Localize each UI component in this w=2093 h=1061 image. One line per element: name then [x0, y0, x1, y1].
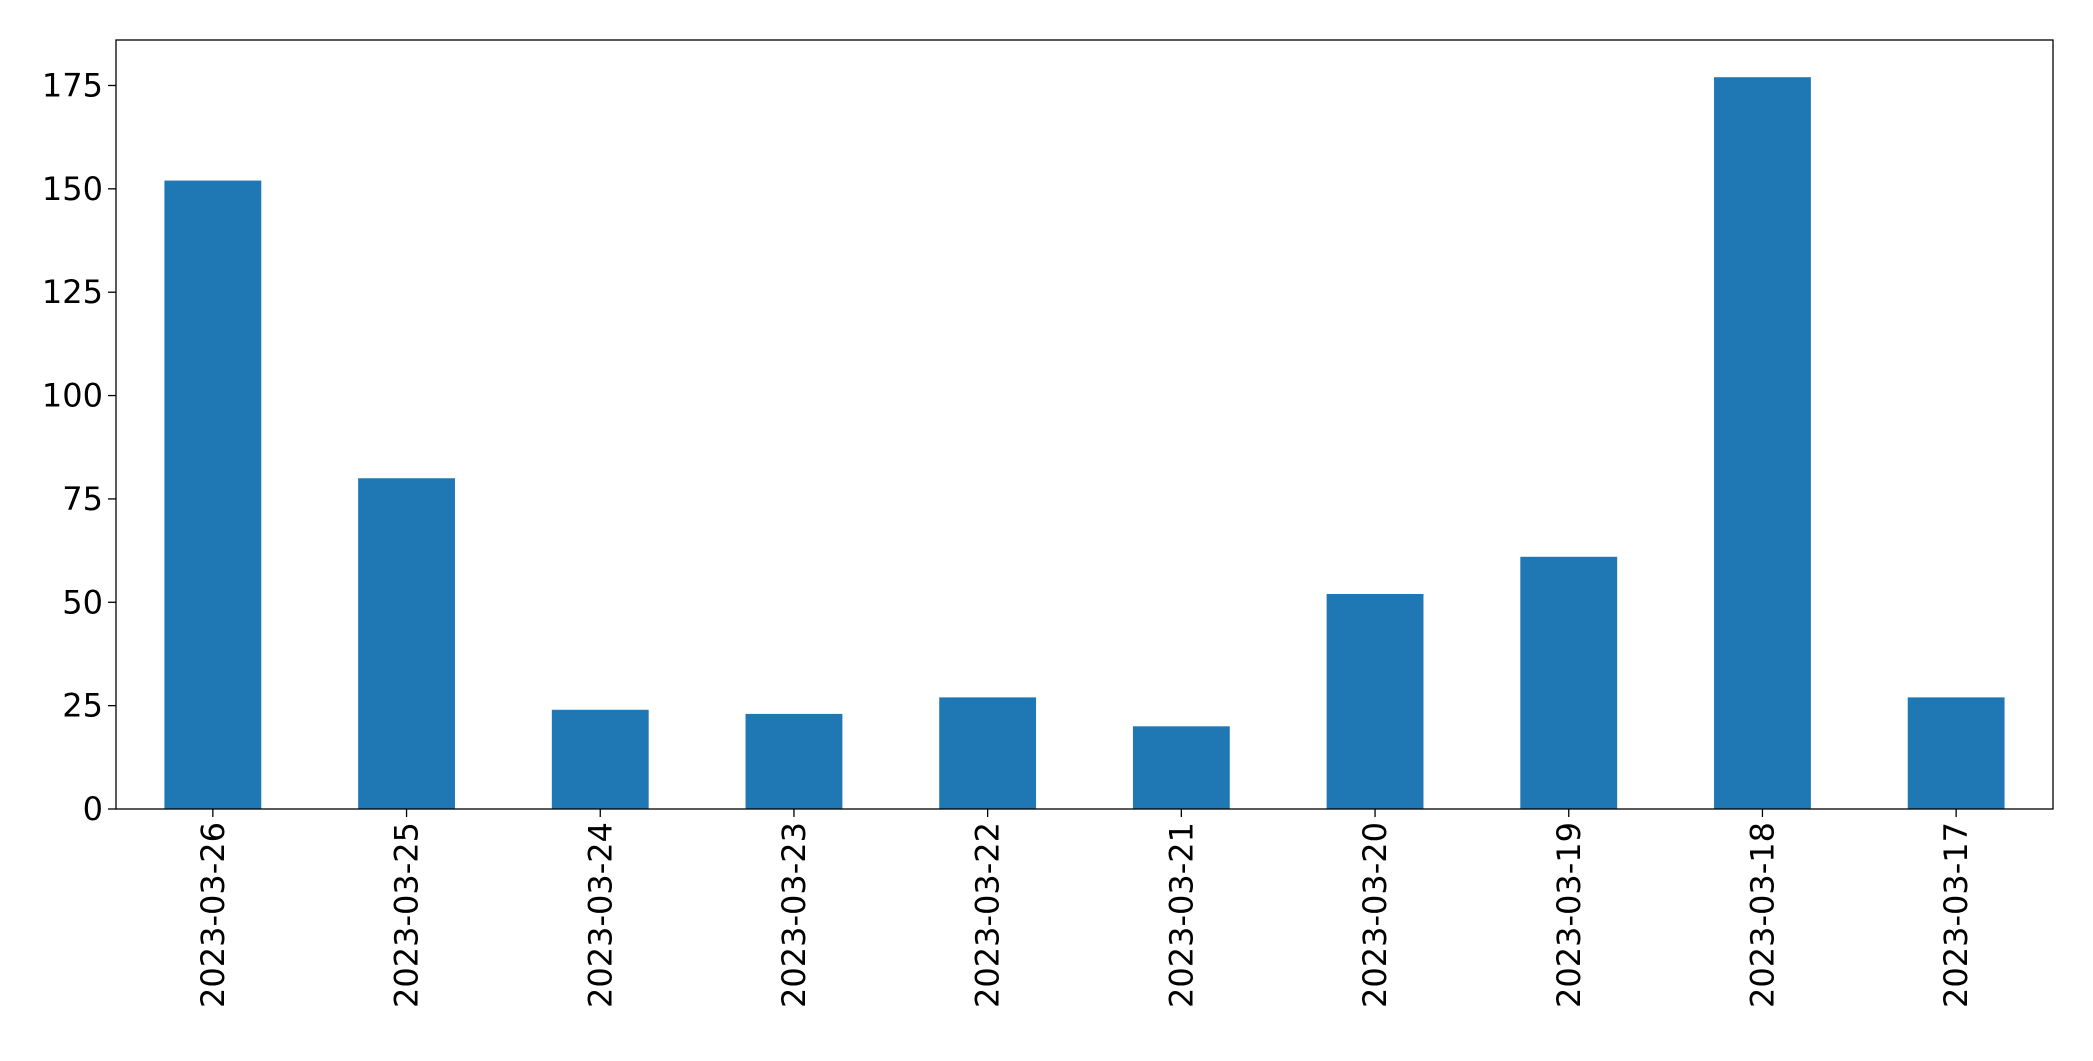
y-tick-label: 150	[42, 170, 103, 208]
y-tick-label: 0	[83, 790, 103, 828]
x-tick-label: 2023-03-26	[194, 822, 232, 1008]
bar	[939, 697, 1037, 809]
x-tick-label: 2023-03-21	[1162, 822, 1200, 1008]
y-tick-label: 125	[42, 273, 103, 311]
plot-frame	[115, 39, 2054, 810]
bar	[551, 709, 649, 809]
x-tick-label: 2023-03-20	[1356, 822, 1394, 1008]
y-tick-label: 175	[42, 66, 103, 104]
bar	[1520, 556, 1618, 809]
x-tick-label: 2023-03-25	[388, 822, 426, 1008]
y-tick-label: 75	[62, 480, 103, 518]
x-tick-label: 2023-03-23	[775, 822, 813, 1008]
x-tick-label: 2023-03-17	[1937, 822, 1975, 1008]
y-tick-label: 50	[62, 583, 103, 621]
bar	[1714, 77, 1811, 810]
bar	[1907, 697, 2005, 809]
bar	[358, 478, 455, 809]
x-tick-label: 2023-03-19	[1550, 822, 1588, 1008]
bar	[1326, 594, 1424, 809]
bar	[745, 713, 843, 809]
bar	[1132, 726, 1230, 809]
y-tick-label: 25	[62, 687, 103, 725]
x-tick-label: 2023-03-24	[581, 822, 619, 1008]
bar	[164, 180, 262, 809]
x-tick-label: 2023-03-18	[1743, 822, 1781, 1008]
x-tick-label: 2023-03-22	[969, 822, 1007, 1008]
y-tick-label: 100	[42, 377, 103, 415]
